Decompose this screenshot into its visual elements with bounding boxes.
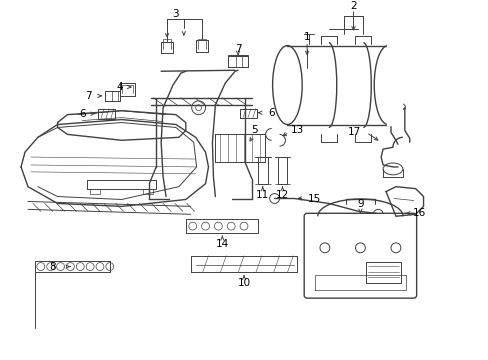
Text: 4: 4: [116, 82, 123, 92]
Text: 11: 11: [256, 190, 269, 199]
Text: 13: 13: [290, 125, 303, 135]
Text: 6: 6: [268, 108, 274, 118]
Text: 5: 5: [251, 125, 258, 135]
Text: 8: 8: [49, 262, 56, 271]
Text: 12: 12: [275, 190, 288, 199]
Text: 7: 7: [84, 91, 91, 101]
FancyBboxPatch shape: [304, 213, 416, 298]
Bar: [386, 45, 401, 126]
Text: 16: 16: [412, 208, 426, 218]
Text: 17: 17: [347, 127, 360, 138]
Text: 1: 1: [303, 32, 310, 42]
Text: 2: 2: [349, 1, 356, 11]
Text: 7: 7: [234, 44, 241, 54]
Text: 9: 9: [356, 199, 363, 210]
Text: 10: 10: [237, 278, 250, 288]
Text: 6: 6: [79, 109, 85, 119]
Text: 3: 3: [172, 9, 179, 19]
Text: 14: 14: [215, 239, 228, 249]
Text: 15: 15: [307, 194, 320, 203]
